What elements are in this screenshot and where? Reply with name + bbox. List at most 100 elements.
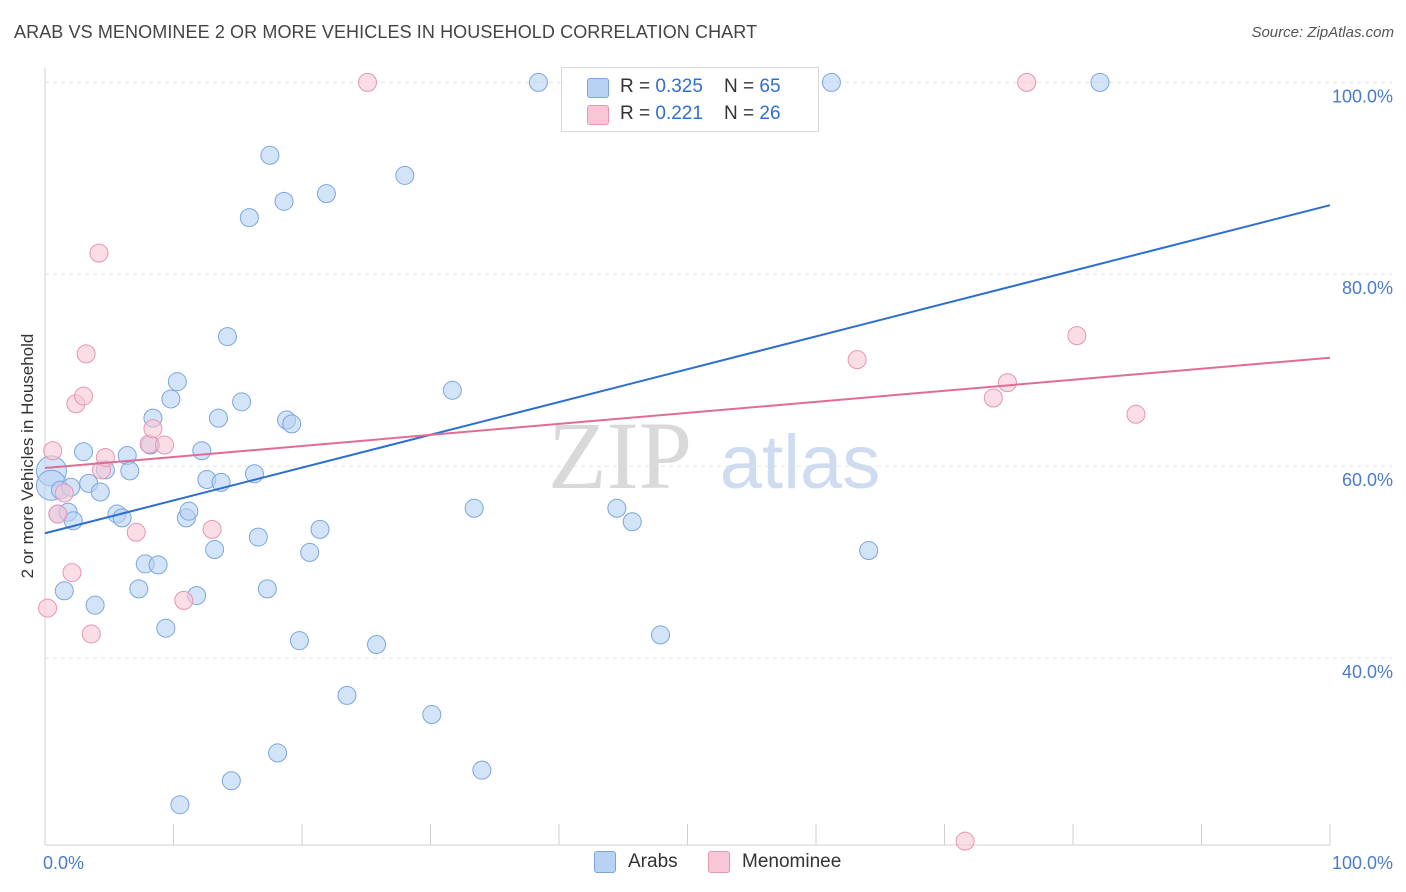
arabs-point — [260, 145, 280, 165]
arabs-point — [607, 498, 627, 518]
chart-source: Source: ZipAtlas.com — [1251, 24, 1394, 41]
menominee-point — [43, 441, 63, 461]
arabs-point — [337, 685, 357, 705]
menominee-point — [89, 243, 109, 263]
menominee-point — [1126, 404, 1146, 424]
arabs-point — [156, 618, 176, 638]
x-tick-label: 0.0% — [43, 853, 84, 873]
menominee-point — [126, 522, 146, 542]
menominee-point — [155, 435, 175, 455]
stats-n-value: 65 — [759, 76, 781, 97]
stats-r-value: 0.221 — [655, 103, 703, 124]
arabs-point — [248, 527, 268, 547]
arabs-point — [170, 795, 190, 815]
menominee-point — [38, 598, 58, 618]
arabs-point — [239, 208, 259, 228]
stats-r-label: R = — [620, 76, 656, 97]
arabs-point — [274, 191, 294, 211]
arabs-point — [268, 743, 288, 763]
menominee-trend-line — [44, 356, 1331, 470]
arabs-point — [300, 542, 320, 562]
data-points — [35, 72, 1146, 851]
arabs-legend-swatch — [594, 851, 616, 873]
arabs-point — [859, 541, 879, 561]
menominee-point — [62, 563, 82, 583]
arabs-point — [367, 635, 387, 655]
menominee-point — [74, 386, 94, 406]
arabs-point — [442, 380, 462, 400]
arabs-trend-line — [44, 204, 1331, 535]
stats-r-label: R = — [620, 103, 656, 124]
watermark-atlas: atlas — [720, 420, 881, 505]
menominee-point — [48, 504, 68, 524]
menominee-point — [143, 419, 163, 439]
legend-item-arabs[interactable]: Arabs — [594, 851, 678, 873]
stats-n-label: N = — [724, 103, 760, 124]
arabs-point — [192, 441, 212, 461]
menominee-point — [76, 344, 96, 364]
menominee-legend-swatch — [708, 851, 730, 873]
menominee-point — [847, 350, 867, 370]
grid-lines — [45, 81, 1392, 659]
arabs-point — [1090, 72, 1110, 92]
arabs-point — [528, 72, 548, 92]
y-tick-label: 60.0% — [1342, 470, 1393, 490]
arabs-point — [422, 705, 442, 725]
menominee-point — [81, 624, 101, 644]
arabs-point — [622, 512, 642, 532]
y-tick-label: 80.0% — [1342, 278, 1393, 298]
legend-label-arabs: Arabs — [628, 851, 678, 872]
arabs-point — [310, 519, 330, 539]
arabs-point — [651, 625, 671, 645]
tick-labels: 40.0% 60.0% 80.0% 100.0% 0.0% 100.0% — [43, 86, 1393, 873]
arabs-point — [161, 389, 181, 409]
y-axis-title: 2 or more Vehicles in Household — [18, 334, 37, 579]
watermark-zip: ZIP — [548, 402, 692, 509]
menominee-point — [997, 373, 1017, 393]
menominee-point — [1017, 72, 1037, 92]
menominee-point — [358, 72, 378, 92]
legend-label-menominee: Menominee — [742, 851, 842, 872]
arabs-point — [120, 461, 140, 481]
chart-title: ARAB VS MENOMINEE 2 OR MORE VEHICLES IN … — [14, 22, 758, 42]
arabs-point — [257, 579, 277, 599]
axes — [44, 68, 1331, 846]
arabs-point — [217, 327, 237, 347]
arabs-swatch — [587, 78, 609, 98]
arabs-point — [148, 555, 168, 575]
arabs-point — [179, 501, 199, 521]
menominee-swatch — [587, 105, 609, 125]
arabs-point — [74, 442, 94, 462]
arabs-point — [208, 408, 228, 428]
trend-lines — [44, 204, 1331, 535]
arabs-point — [464, 498, 484, 518]
arabs-point — [282, 414, 302, 434]
arabs-point — [316, 184, 336, 204]
legend: Arabs Menominee — [0, 851, 1406, 879]
stats-box: R = 0.325 N = 65 R = 0.221 N = 26 — [561, 67, 819, 132]
stats-n-value: 26 — [759, 103, 781, 124]
watermark: ZIP atlas — [548, 402, 880, 509]
stats-row-menominee: R = 0.221 N = 26 — [587, 101, 781, 127]
arabs-point — [129, 579, 149, 599]
arabs-point — [289, 631, 309, 651]
arabs-point — [167, 372, 187, 392]
y-tick-label: 100.0% — [1332, 86, 1393, 106]
arabs-point — [472, 760, 492, 780]
arabs-point — [232, 392, 252, 412]
stats-n-label: N = — [724, 76, 760, 97]
arabs-point — [85, 595, 105, 615]
arabs-point — [821, 72, 841, 92]
y-tick-label: 40.0% — [1342, 662, 1393, 682]
menominee-point — [54, 483, 74, 503]
legend-item-menominee[interactable]: Menominee — [708, 851, 841, 873]
arabs-point — [54, 581, 74, 601]
arabs-point — [205, 540, 225, 560]
x-tick-label: 100.0% — [1332, 853, 1393, 873]
arabs-point — [221, 771, 241, 791]
menominee-point — [202, 519, 222, 539]
stats-r-value: 0.325 — [655, 76, 703, 97]
stats-row-arabs: R = 0.325 N = 65 — [587, 74, 781, 100]
arabs-point — [90, 482, 110, 502]
